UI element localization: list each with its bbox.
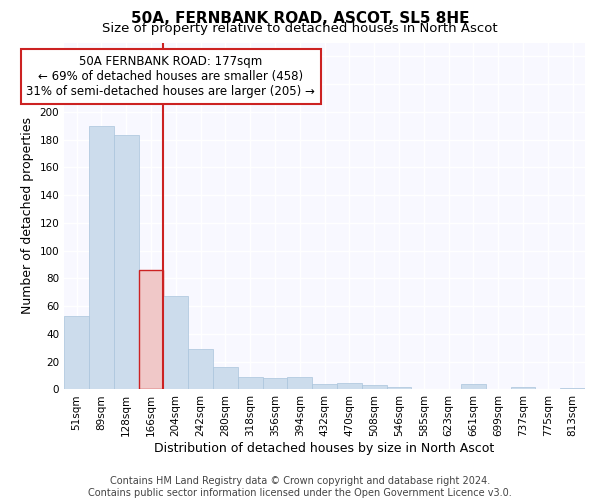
Bar — [287, 377, 312, 390]
Bar — [362, 386, 386, 390]
Bar — [213, 368, 238, 390]
Bar — [263, 378, 287, 390]
Bar — [139, 270, 163, 390]
Text: 50A FERNBANK ROAD: 177sqm
← 69% of detached houses are smaller (458)
31% of semi: 50A FERNBANK ROAD: 177sqm ← 69% of detac… — [26, 54, 316, 98]
X-axis label: Distribution of detached houses by size in North Ascot: Distribution of detached houses by size … — [154, 442, 494, 455]
Bar — [64, 316, 89, 390]
Bar — [511, 386, 535, 390]
Bar — [461, 384, 486, 390]
Bar — [114, 136, 139, 390]
Bar — [337, 382, 362, 390]
Y-axis label: Number of detached properties: Number of detached properties — [21, 118, 34, 314]
Text: Contains HM Land Registry data © Crown copyright and database right 2024.
Contai: Contains HM Land Registry data © Crown c… — [88, 476, 512, 498]
Bar — [560, 388, 585, 390]
Bar — [238, 377, 263, 390]
Bar — [188, 349, 213, 390]
Bar — [89, 126, 114, 390]
Bar — [312, 384, 337, 390]
Bar — [163, 296, 188, 390]
Text: 50A, FERNBANK ROAD, ASCOT, SL5 8HE: 50A, FERNBANK ROAD, ASCOT, SL5 8HE — [131, 11, 469, 26]
Text: Size of property relative to detached houses in North Ascot: Size of property relative to detached ho… — [102, 22, 498, 35]
Bar — [386, 386, 412, 390]
